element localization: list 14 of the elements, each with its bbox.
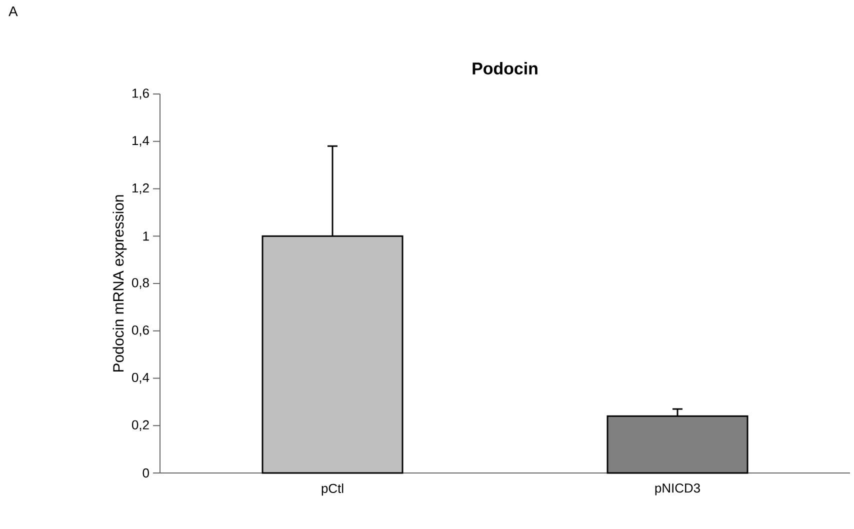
text: A xyxy=(8,6,18,16)
y-tick-label: 0,6 xyxy=(132,326,149,336)
y-axis-title: Podocin mRNA expression xyxy=(112,195,127,372)
y-tick-label: 1,4 xyxy=(132,136,150,147)
y-tick-label: 0,2 xyxy=(132,420,149,431)
x-tick-label: pCtl xyxy=(322,484,344,496)
y-tick-label: 1,2 xyxy=(132,183,149,194)
x-tick-label: pNICD3 xyxy=(655,484,700,496)
y-tick-label: 0,8 xyxy=(132,278,149,289)
y-tick-label: 0,4 xyxy=(132,372,150,384)
y-tick-label: 1,6 xyxy=(132,88,149,100)
chart-title: Podocin xyxy=(472,62,538,74)
y-tick-label: 0 xyxy=(142,468,149,478)
y-tick-label: 1 xyxy=(143,232,149,241)
